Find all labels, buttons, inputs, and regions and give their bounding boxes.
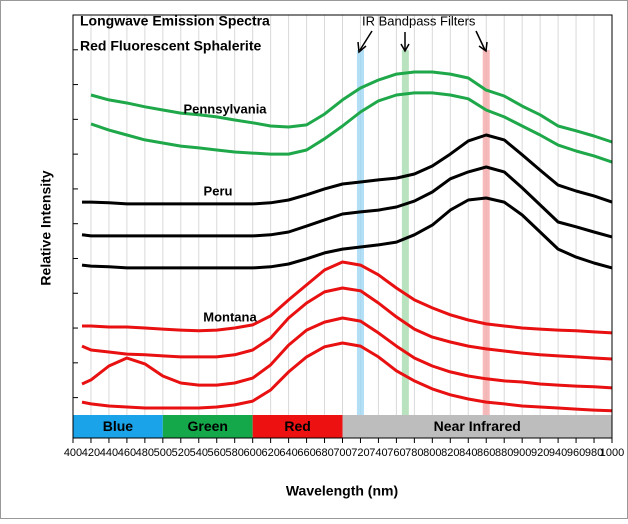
series-line — [81, 196, 613, 270]
x-tick-label: 800 — [423, 447, 441, 459]
chart-subtitle: Red Fluorescent Sphalerite — [80, 38, 261, 54]
x-tick-label: 740 — [369, 447, 387, 459]
chart-title: Longwave Emission Spectra — [80, 13, 270, 29]
x-tick-label: 700 — [333, 447, 351, 459]
filter-annotation: IR Bandpass Filters — [362, 13, 476, 28]
y-axis-title: Relative Intensity — [38, 170, 54, 285]
x-tick-label: 580 — [226, 447, 244, 459]
series-line — [81, 165, 613, 239]
arrowhead — [478, 41, 488, 53]
region — [73, 415, 163, 438]
region — [342, 415, 612, 438]
x-tick-label: 480 — [136, 447, 154, 459]
x-tick-label: 860 — [477, 447, 495, 459]
plot-frame — [72, 14, 613, 439]
series-annotation: Montana — [203, 309, 257, 324]
x-tick-label: 420 — [82, 447, 100, 459]
annotation-arrows — [357, 30, 488, 54]
x-tick-label: 720 — [351, 447, 369, 459]
lines — [81, 70, 613, 413]
x-tick-label: 500 — [154, 447, 172, 459]
series-line — [82, 260, 613, 335]
filter-band — [482, 50, 490, 415]
region-label: Green — [188, 418, 228, 434]
x-tick-label: 1000 — [600, 447, 624, 459]
region-label: Red — [284, 418, 310, 434]
region — [252, 415, 343, 438]
arrow — [475, 30, 486, 51]
x-tick-label: 680 — [315, 447, 333, 459]
x-tick-label: 540 — [190, 447, 208, 459]
series-line — [90, 91, 613, 164]
plot-foreground: 400 420 440 460 480 500 520 540 560 580 600 620 640 6… — [64, 14, 624, 459]
region — [162, 415, 253, 438]
x-tick-label: 600 — [243, 447, 261, 459]
plot-background — [72, 15, 613, 415]
x-tick-label: 780 — [405, 447, 423, 459]
x-tick-label: 940 — [549, 447, 567, 459]
x-tick-label: 660 — [297, 447, 315, 459]
x-tick-label: 840 — [459, 447, 477, 459]
series-line — [81, 286, 613, 361]
arrow — [359, 30, 373, 51]
x-tick-label: 620 — [261, 447, 279, 459]
x-tick-label: 520 — [172, 447, 190, 459]
x-tick-label: 900 — [513, 447, 531, 459]
filter-band — [401, 50, 409, 415]
series-annotation: Pennsylvania — [183, 101, 267, 116]
series-line — [90, 70, 613, 144]
region-label: Blue — [103, 418, 134, 434]
x-tick-label: 980 — [585, 447, 603, 459]
x-axis-title: Wavelength (nm) — [286, 483, 398, 499]
series-line — [82, 133, 613, 206]
x-tick-label: 880 — [495, 447, 513, 459]
x-tick-label: 460 — [118, 447, 136, 459]
series-line — [81, 316, 613, 390]
x-tick-label: 560 — [208, 447, 226, 459]
series-annotation: Peru — [204, 183, 233, 198]
x-tick-label: 440 — [100, 447, 118, 459]
x-tick-label: 820 — [441, 447, 459, 459]
arrowhead — [400, 43, 410, 53]
arrowhead — [357, 41, 367, 54]
x-tick-label: 760 — [387, 447, 405, 459]
x-tick-label: 400 — [64, 447, 82, 459]
series-line — [81, 341, 613, 413]
x-tick-label: 640 — [279, 447, 297, 459]
x-tick-label: 960 — [567, 447, 585, 459]
x-tick-label: 920 — [531, 447, 549, 459]
region-label: Near Infrared — [434, 418, 521, 434]
filter-band — [356, 50, 364, 415]
